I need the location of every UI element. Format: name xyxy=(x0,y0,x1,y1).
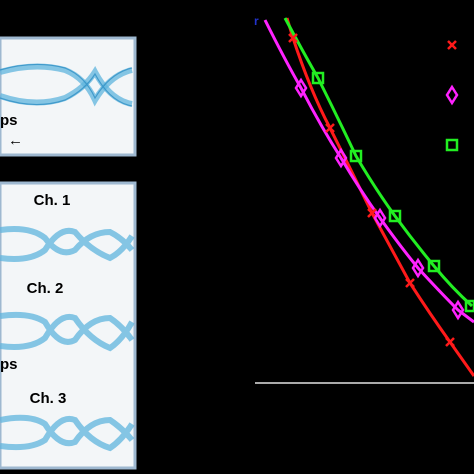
curve-green xyxy=(283,17,474,308)
channel-label: Ch. 3 xyxy=(30,390,67,407)
eye-trace xyxy=(0,66,133,107)
markers-magenta xyxy=(294,77,465,321)
eye-panel-bottom: Ch. 1 Ch. 2 Ch. 3 ps xyxy=(0,181,137,470)
eye-trace xyxy=(0,226,135,262)
markers-green xyxy=(311,71,474,313)
channel-label: Ch. 2 xyxy=(27,280,64,297)
axis-fragment: r xyxy=(254,14,259,28)
eye-panel-top: ps ← xyxy=(0,36,137,157)
unit-label: ps xyxy=(0,356,18,373)
curve-magenta xyxy=(263,19,474,324)
markers-red xyxy=(288,33,457,347)
ber-plot: r xyxy=(254,14,474,384)
eye-trace xyxy=(0,311,135,352)
eye-trace xyxy=(0,63,133,107)
eye-trace xyxy=(0,63,133,107)
eye-trace xyxy=(0,414,135,452)
unit-label: ps xyxy=(0,112,18,129)
channel-label: Ch. 1 xyxy=(34,192,71,209)
arrow: ← xyxy=(8,132,23,149)
